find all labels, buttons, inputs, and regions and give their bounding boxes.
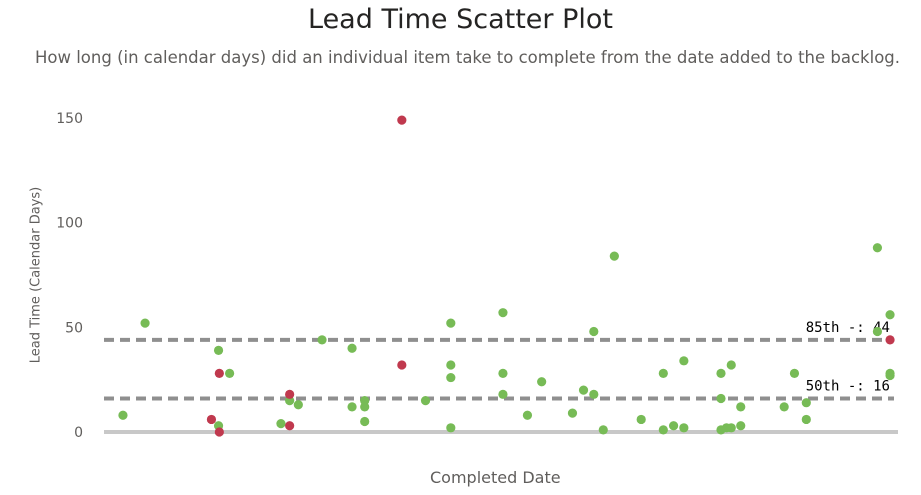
data-point <box>726 360 736 370</box>
data-point <box>658 425 668 435</box>
data-point <box>214 427 224 437</box>
data-point <box>679 423 689 433</box>
data-point <box>360 396 370 406</box>
data-point <box>522 410 533 420</box>
data-point <box>736 402 746 412</box>
data-point <box>716 368 726 378</box>
data-point <box>498 308 508 318</box>
data-point <box>789 368 800 378</box>
data-point <box>885 310 895 320</box>
data-point <box>716 393 726 404</box>
data-point <box>317 335 327 345</box>
data-point <box>668 421 679 431</box>
data-point <box>347 402 357 412</box>
y-tick-label: 100 <box>56 216 83 232</box>
y-tick-label: 0 <box>74 425 83 441</box>
data-point <box>872 326 883 337</box>
data-point <box>293 400 303 410</box>
data-point <box>213 345 224 355</box>
chart-subtitle: How long (in calendar days) did an indiv… <box>34 48 901 67</box>
data-point <box>446 360 456 370</box>
data-point <box>276 419 286 429</box>
y-tick-label: 50 <box>65 320 83 336</box>
data-point <box>118 410 128 420</box>
data-point <box>801 398 811 408</box>
x-axis-label: Completed Date <box>430 468 561 487</box>
data-point <box>589 326 599 337</box>
data-point <box>140 318 150 328</box>
data-point <box>589 389 599 399</box>
data-point <box>285 421 295 431</box>
data-point <box>397 360 407 370</box>
data-point <box>658 368 668 378</box>
data-point <box>679 356 689 366</box>
data-point <box>285 389 295 399</box>
data-point <box>609 251 619 261</box>
chart-title: Lead Time Scatter Plot <box>308 4 613 35</box>
data-point <box>206 414 217 425</box>
percentile-label: 85th -: 44 <box>806 320 890 336</box>
data-point <box>598 425 608 435</box>
data-point <box>446 372 456 383</box>
data-point <box>498 389 508 399</box>
data-point <box>779 402 789 412</box>
data-point <box>885 370 895 381</box>
data-point <box>214 368 224 378</box>
data-point <box>498 368 508 378</box>
data-point <box>567 408 578 418</box>
data-point <box>347 343 357 353</box>
data-point <box>726 423 736 433</box>
data-point <box>736 421 746 431</box>
y-tick-label: 150 <box>56 111 83 127</box>
data-point <box>801 414 811 425</box>
data-point <box>446 423 456 433</box>
data-point <box>420 396 431 406</box>
percentile-label: 50th -: 16 <box>806 379 890 395</box>
data-point <box>578 385 589 395</box>
data-point <box>872 243 883 253</box>
data-point <box>397 115 407 125</box>
data-point <box>360 416 370 427</box>
data-point <box>885 335 895 345</box>
data-point <box>636 414 646 425</box>
data-point <box>225 368 235 378</box>
data-point <box>446 318 456 328</box>
data-point <box>537 377 547 387</box>
